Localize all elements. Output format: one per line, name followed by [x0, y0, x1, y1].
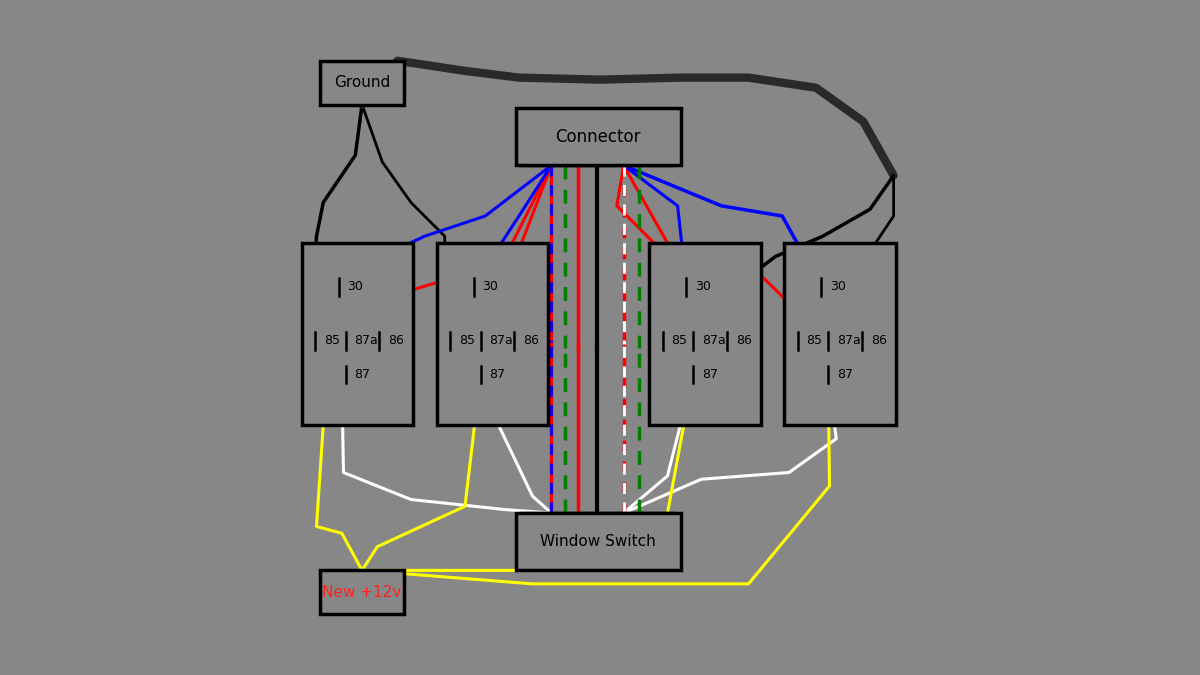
Text: 86: 86: [736, 334, 751, 348]
Text: 30: 30: [830, 280, 846, 294]
Bar: [649, 243, 761, 425]
Text: 86: 86: [523, 334, 539, 348]
Text: Ground: Ground: [334, 75, 390, 90]
Text: 87: 87: [354, 368, 371, 381]
Text: 85: 85: [324, 334, 340, 348]
Text: 87a: 87a: [490, 334, 514, 348]
Text: 87a: 87a: [354, 334, 378, 348]
Bar: [516, 513, 682, 570]
Text: 30: 30: [348, 280, 364, 294]
Text: 85: 85: [458, 334, 475, 348]
Text: 87: 87: [836, 368, 853, 381]
Text: 86: 86: [388, 334, 404, 348]
Text: New +12v: New +12v: [323, 585, 402, 600]
Text: 87a: 87a: [836, 334, 860, 348]
Text: 30: 30: [482, 280, 498, 294]
Text: 85: 85: [672, 334, 688, 348]
Text: 87a: 87a: [702, 334, 726, 348]
Bar: [320, 570, 404, 614]
Bar: [437, 243, 548, 425]
Text: 87: 87: [702, 368, 718, 381]
Bar: [785, 243, 895, 425]
Text: 85: 85: [806, 334, 822, 348]
Text: 86: 86: [871, 334, 887, 348]
Bar: [301, 243, 413, 425]
Bar: [320, 61, 404, 105]
Bar: [516, 108, 682, 165]
Text: 30: 30: [695, 280, 712, 294]
Text: Connector: Connector: [556, 128, 641, 146]
Text: Window Switch: Window Switch: [540, 534, 656, 549]
Text: 87: 87: [490, 368, 505, 381]
